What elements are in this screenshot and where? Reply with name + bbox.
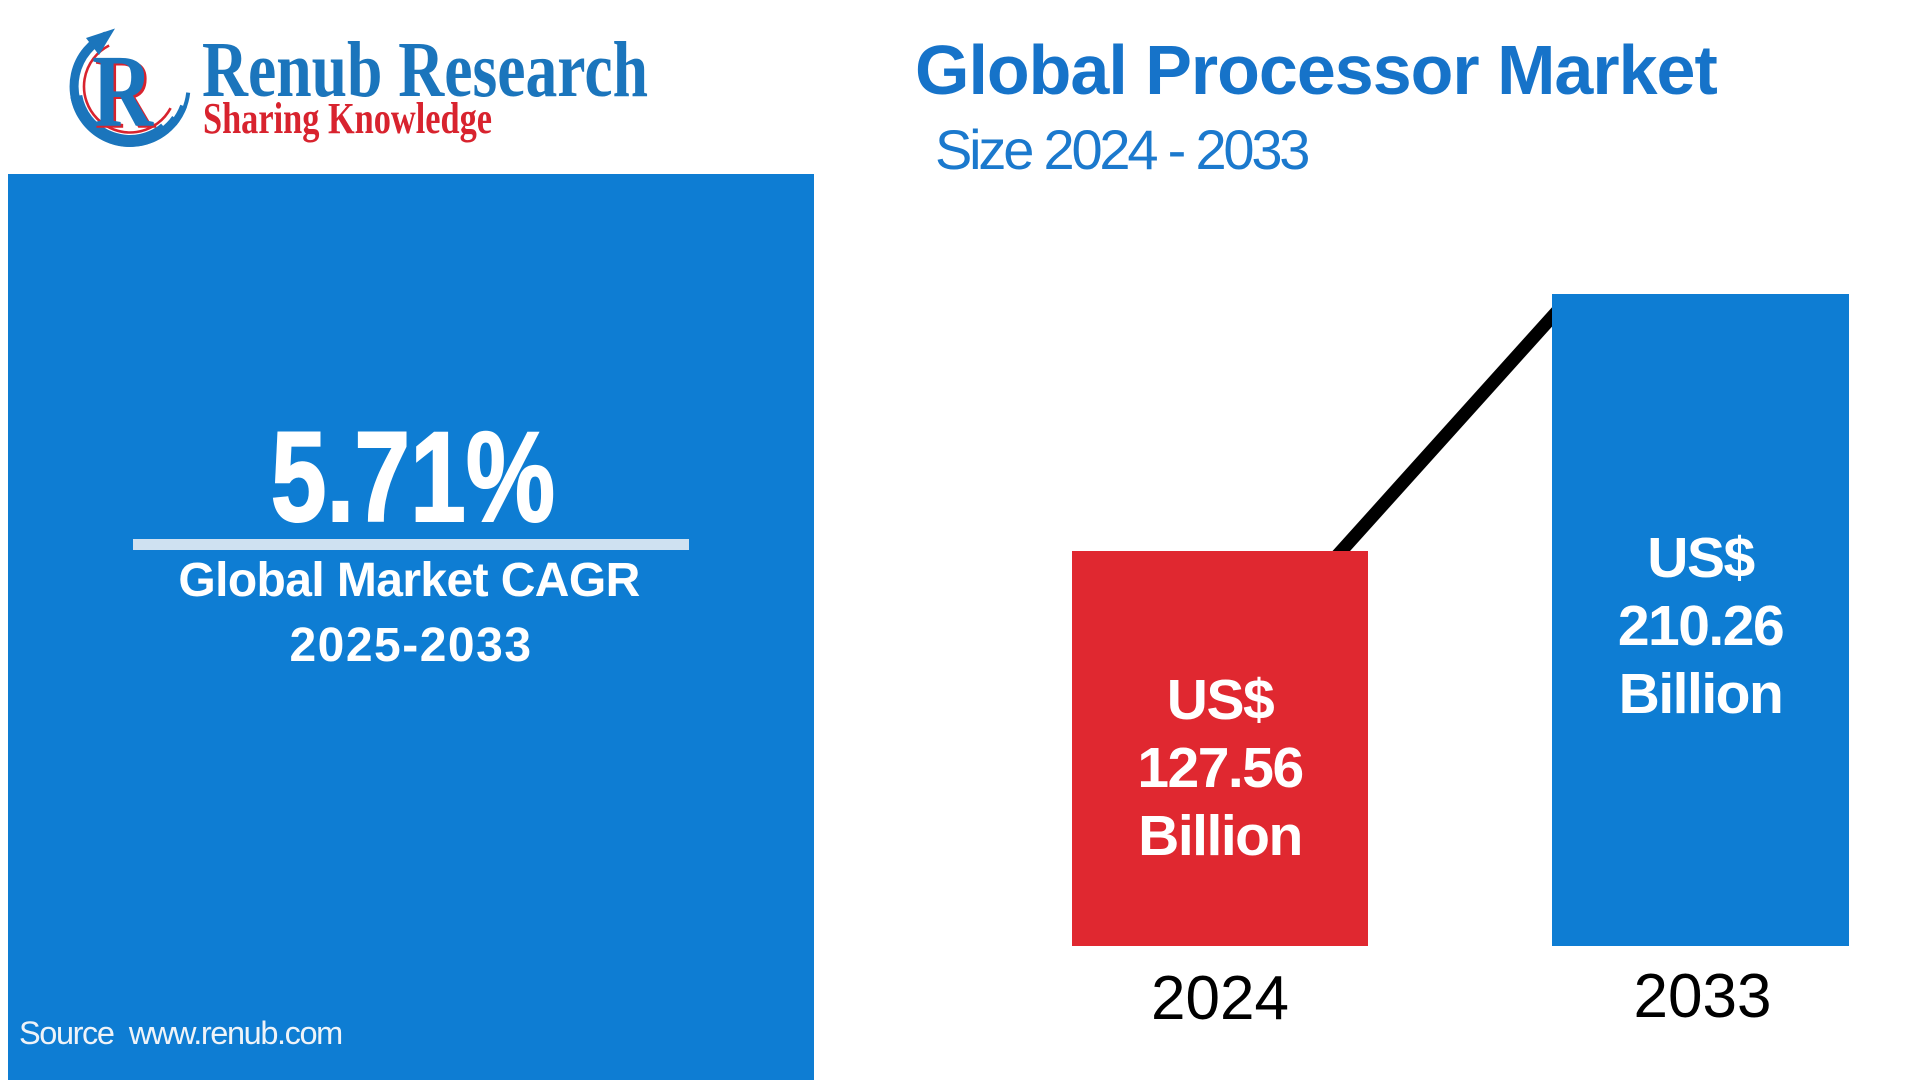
- svg-text:Renub Research: Renub Research: [202, 27, 648, 114]
- svg-text:R: R: [92, 34, 155, 149]
- svg-text:Sharing Knowledge: Sharing Knowledge: [203, 93, 492, 143]
- svg-text:R: R: [95, 36, 158, 151]
